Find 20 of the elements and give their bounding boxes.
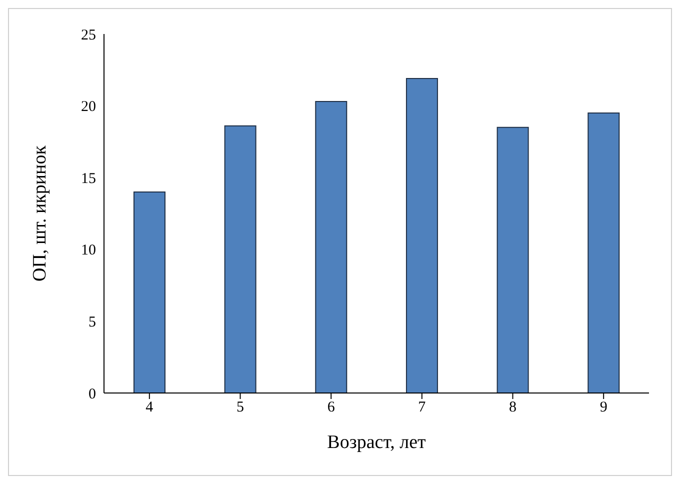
bar: [224, 125, 256, 393]
bar: [315, 100, 348, 393]
y-tick-label: 20: [81, 99, 96, 116]
y-tick-label: 5: [88, 314, 96, 331]
y-tick-label: 10: [81, 242, 96, 259]
bar: [406, 78, 438, 393]
x-tick-label: 4: [146, 400, 154, 416]
x-tick-label: 7: [418, 400, 426, 416]
bar: [133, 191, 166, 393]
x-axis-title: Возраст, лет: [327, 432, 427, 453]
y-tick-label: 15: [81, 170, 96, 187]
x-tick-label: 6: [327, 400, 336, 416]
bar: [588, 112, 620, 393]
y-tick-label: 25: [81, 27, 96, 44]
x-tick-label: 5: [236, 400, 244, 416]
x-tick-label: 9: [600, 400, 608, 416]
y-tick-label: 0: [88, 386, 96, 402]
y-axis-title: ОП, шт. икринок: [30, 144, 51, 282]
x-tick-label: 8: [509, 400, 516, 416]
bar: [496, 126, 529, 393]
